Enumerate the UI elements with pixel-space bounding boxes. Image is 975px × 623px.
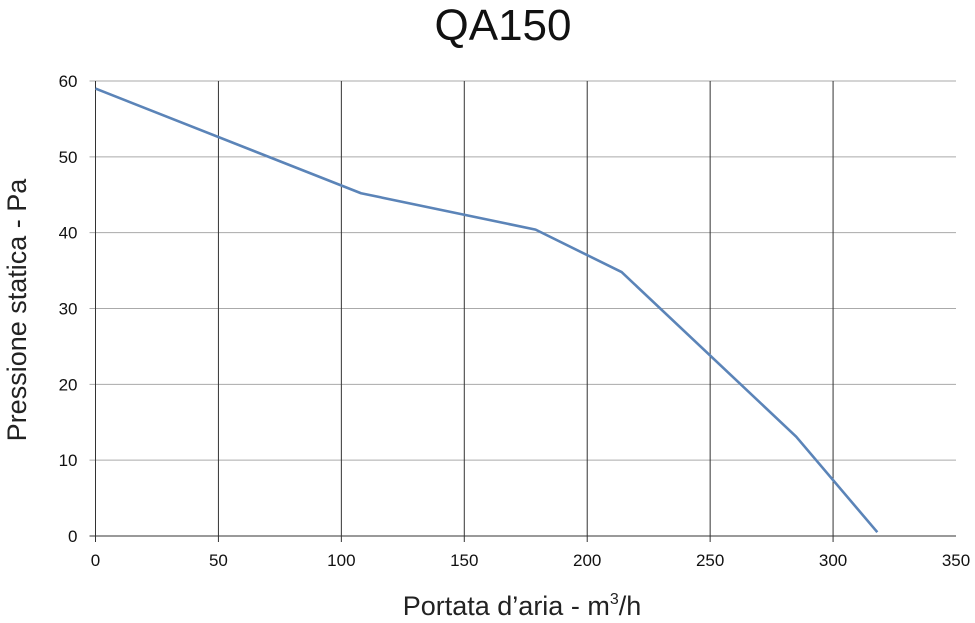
x-tick-label: 250 — [696, 551, 724, 570]
y-tick-label: 10 — [59, 451, 78, 470]
y-tick-label: 50 — [59, 148, 78, 167]
y-tick-label: 40 — [59, 224, 78, 243]
chart-title: QA150 — [435, 1, 572, 50]
y-tick-label: 0 — [68, 527, 77, 546]
x-tick-label: 350 — [942, 551, 970, 570]
x-tick-label: 300 — [819, 551, 847, 570]
y-tick-label: 30 — [59, 300, 78, 319]
y-axis-label: Pressione statica - Pa — [2, 178, 32, 442]
x-tick-label: 150 — [450, 551, 478, 570]
x-tick-label: 200 — [573, 551, 601, 570]
ticks: 0 10 20 30 40 50 60 0 50 100 150 200 250 300 350 — [59, 72, 971, 570]
x-tick-label: 50 — [209, 551, 228, 570]
grid — [89, 80, 956, 542]
series-line — [95, 87, 879, 534]
y-tick-label: 60 — [59, 72, 78, 91]
y-tick-label: 20 — [59, 375, 78, 394]
x-tick-label: 100 — [327, 551, 355, 570]
x-axis-label: Portata d’aria - m3/h — [403, 591, 642, 621]
x-tick-label: 0 — [91, 551, 100, 570]
series — [95, 87, 879, 534]
